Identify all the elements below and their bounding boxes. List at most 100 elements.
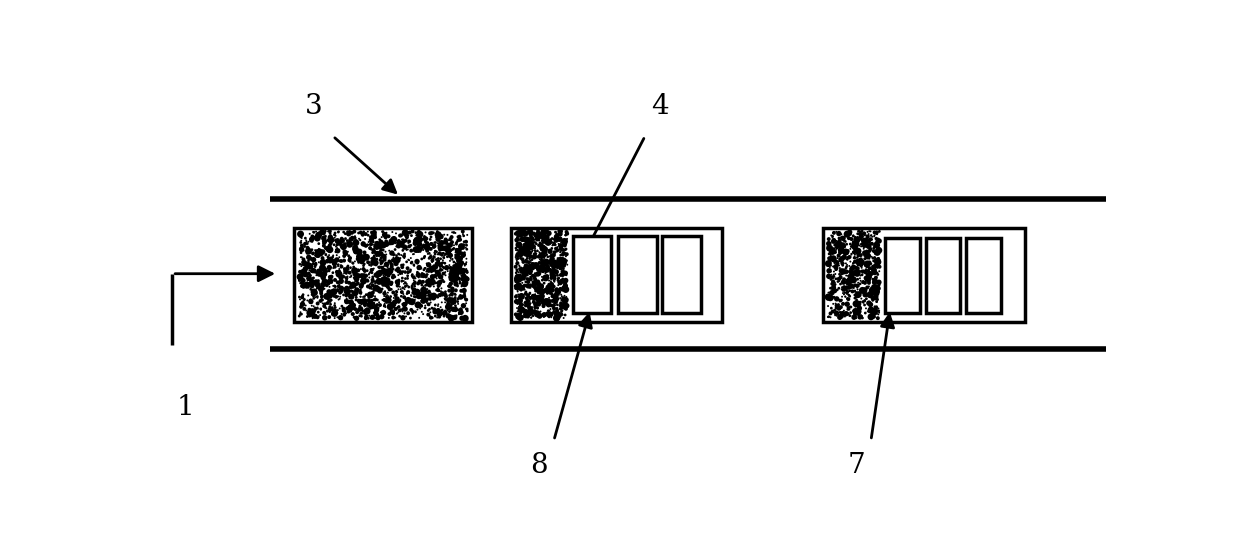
Point xyxy=(444,228,464,237)
Point xyxy=(346,305,366,313)
Point xyxy=(353,264,373,273)
Point xyxy=(330,267,350,276)
Point xyxy=(451,260,471,269)
Point xyxy=(862,264,882,273)
Point xyxy=(435,295,455,304)
Point xyxy=(441,233,461,241)
Point xyxy=(544,259,564,268)
Point xyxy=(301,235,321,243)
Point xyxy=(399,237,419,246)
Point xyxy=(867,269,887,278)
Point xyxy=(825,256,844,264)
Point xyxy=(303,234,322,242)
Point xyxy=(397,228,417,236)
Point xyxy=(864,253,884,262)
Point xyxy=(847,236,867,244)
Point xyxy=(823,237,843,246)
Point xyxy=(838,253,858,261)
Point xyxy=(386,259,405,268)
Point xyxy=(533,313,553,321)
Point xyxy=(298,249,317,257)
Point xyxy=(529,259,549,267)
Point xyxy=(848,309,868,318)
Point xyxy=(402,272,422,281)
Point xyxy=(557,227,577,236)
Point xyxy=(506,261,526,270)
Point xyxy=(538,312,558,321)
Point xyxy=(365,228,384,237)
Point xyxy=(522,305,542,314)
Point xyxy=(864,265,884,274)
Point xyxy=(356,242,376,250)
Point xyxy=(826,274,846,283)
Point xyxy=(534,251,554,260)
Point xyxy=(386,245,405,254)
Point xyxy=(848,229,868,238)
Point xyxy=(518,296,538,305)
Point xyxy=(353,228,373,236)
Point xyxy=(407,287,427,295)
Point xyxy=(425,272,445,280)
Point xyxy=(300,311,320,320)
Point xyxy=(866,234,885,243)
Point xyxy=(444,244,464,253)
Point xyxy=(433,244,453,253)
Point xyxy=(399,242,419,251)
Point xyxy=(507,254,527,262)
Point xyxy=(412,291,432,299)
Point xyxy=(835,242,854,251)
Point xyxy=(348,256,368,265)
Point xyxy=(444,306,464,315)
Point xyxy=(510,247,529,255)
Point xyxy=(458,230,477,239)
Point xyxy=(451,308,471,317)
Point xyxy=(536,268,556,276)
Point xyxy=(534,266,554,275)
Point xyxy=(384,301,404,309)
Point xyxy=(327,309,347,318)
Point xyxy=(823,244,843,253)
Point xyxy=(427,233,446,242)
Point xyxy=(358,241,378,249)
Point xyxy=(528,227,548,235)
Point xyxy=(848,305,868,314)
Point xyxy=(854,229,874,238)
Point xyxy=(425,247,445,255)
Point xyxy=(529,284,549,293)
Point xyxy=(862,288,882,296)
Point xyxy=(434,254,454,262)
Point xyxy=(423,278,443,286)
Point xyxy=(859,308,879,317)
Point xyxy=(337,236,357,245)
Text: 7: 7 xyxy=(848,452,866,479)
Point xyxy=(448,251,467,260)
Point xyxy=(353,240,373,248)
Point xyxy=(407,231,427,240)
Point xyxy=(293,291,312,299)
Point xyxy=(455,314,475,322)
Point xyxy=(841,235,861,243)
Point xyxy=(334,304,353,313)
Point xyxy=(835,288,854,297)
Point xyxy=(379,298,399,307)
Point xyxy=(399,228,419,237)
Point xyxy=(366,259,386,267)
Point xyxy=(551,235,570,243)
Point xyxy=(424,243,444,251)
Point xyxy=(826,241,846,250)
Point xyxy=(309,282,329,291)
Point xyxy=(409,292,429,300)
Point xyxy=(351,264,371,273)
Point xyxy=(317,276,337,285)
Point xyxy=(512,267,532,276)
Point xyxy=(842,235,862,243)
Point xyxy=(853,286,873,295)
Point xyxy=(543,296,563,305)
Point xyxy=(533,233,553,241)
Point xyxy=(838,288,858,296)
Point xyxy=(517,278,537,287)
Point xyxy=(546,272,565,280)
Point xyxy=(523,297,543,306)
Point xyxy=(403,280,423,289)
Point xyxy=(377,292,397,301)
